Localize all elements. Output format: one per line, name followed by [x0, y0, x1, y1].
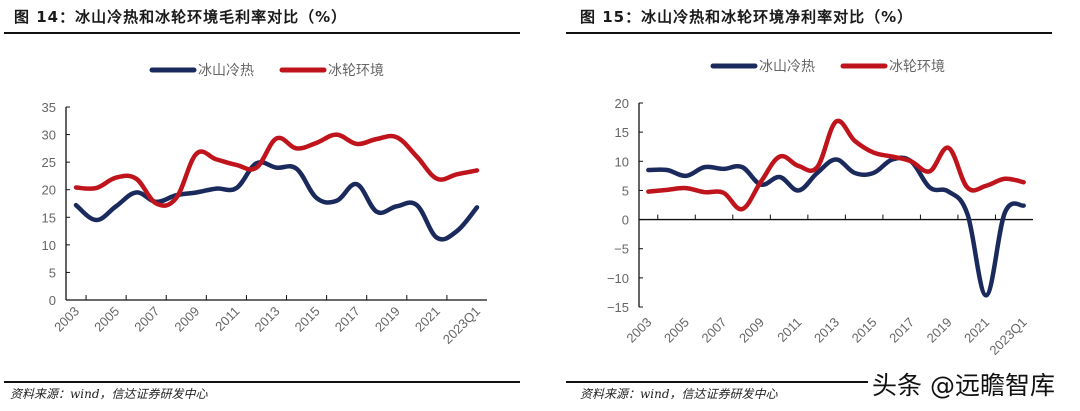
y-tick-label: 0 — [49, 293, 56, 308]
footer-rule — [4, 381, 520, 383]
figure-15-title: 图 15：冰山冷热和冰轮环境净利率对比（%） — [580, 8, 914, 26]
y-tick-label: 5 — [622, 183, 629, 198]
x-tick-label: 2013 — [252, 304, 283, 335]
y-tick-label: 30 — [42, 128, 56, 143]
x-tick-label: 2007 — [698, 315, 729, 346]
legend-label: 冰轮环境 — [328, 63, 384, 79]
legend-label: 冰轮环境 — [889, 59, 945, 75]
x-tick-label: 2021 — [961, 315, 992, 346]
y-tick-label: 10 — [42, 238, 56, 253]
footer-rule — [566, 381, 886, 383]
y-tick-label: 0 — [622, 213, 629, 228]
x-tick-label: 2017 — [886, 315, 917, 346]
y-tick-label: −15 — [607, 300, 629, 315]
y-tick-label: 20 — [42, 183, 56, 198]
source-note: 资料来源：wind，信达证券研发中心 — [580, 387, 778, 401]
title-rule — [566, 32, 1052, 34]
y-tick-label: 20 — [615, 96, 629, 111]
x-tick-label: 2009 — [171, 304, 202, 335]
x-tick-label: 2011 — [774, 315, 804, 345]
x-tick-label: 2023Q1 — [986, 315, 1029, 358]
x-tick-label: 2021 — [412, 304, 443, 335]
x-tick-label: 2023Q1 — [440, 304, 483, 347]
x-tick-label: 2013 — [811, 315, 842, 346]
x-tick-label: 2005 — [661, 315, 692, 346]
series-line-1 — [73, 159, 480, 242]
x-tick-label: 2011 — [212, 304, 242, 334]
x-tick-label: 2003 — [623, 315, 654, 346]
x-tick-label: 2017 — [332, 304, 363, 335]
x-tick-label: 2019 — [372, 304, 403, 335]
y-tick-label: −5 — [614, 242, 629, 257]
y-tick-label: 15 — [42, 210, 56, 225]
x-tick-label: 2005 — [91, 304, 122, 335]
legend-label: 冰山冷热 — [198, 63, 254, 79]
y-tick-label: 15 — [615, 125, 629, 140]
x-tick-label: 2009 — [736, 315, 767, 346]
figure-14-title: 图 14：冰山冷热和冰轮环境毛利率对比（%） — [14, 8, 348, 26]
series-line-1 — [646, 155, 1026, 298]
series-line-2 — [73, 132, 480, 208]
x-tick-label: 2003 — [51, 304, 82, 335]
x-tick-label: 2015 — [292, 304, 323, 335]
x-tick-label: 2019 — [924, 315, 955, 346]
source-note: 资料来源：wind，信达证券研发中心 — [10, 387, 208, 401]
y-tick-label: 35 — [42, 100, 56, 115]
y-tick-label: 25 — [42, 155, 56, 170]
x-tick-label: 2015 — [849, 315, 880, 346]
title-rule — [4, 32, 520, 34]
y-tick-label: −10 — [607, 271, 629, 286]
x-tick-label: 2007 — [131, 304, 162, 335]
legend-label: 冰山冷热 — [759, 59, 815, 75]
watermark: 头条 @远瞻智库 — [868, 366, 1059, 402]
y-tick-label: 5 — [49, 265, 56, 280]
y-tick-label: 10 — [615, 154, 629, 169]
